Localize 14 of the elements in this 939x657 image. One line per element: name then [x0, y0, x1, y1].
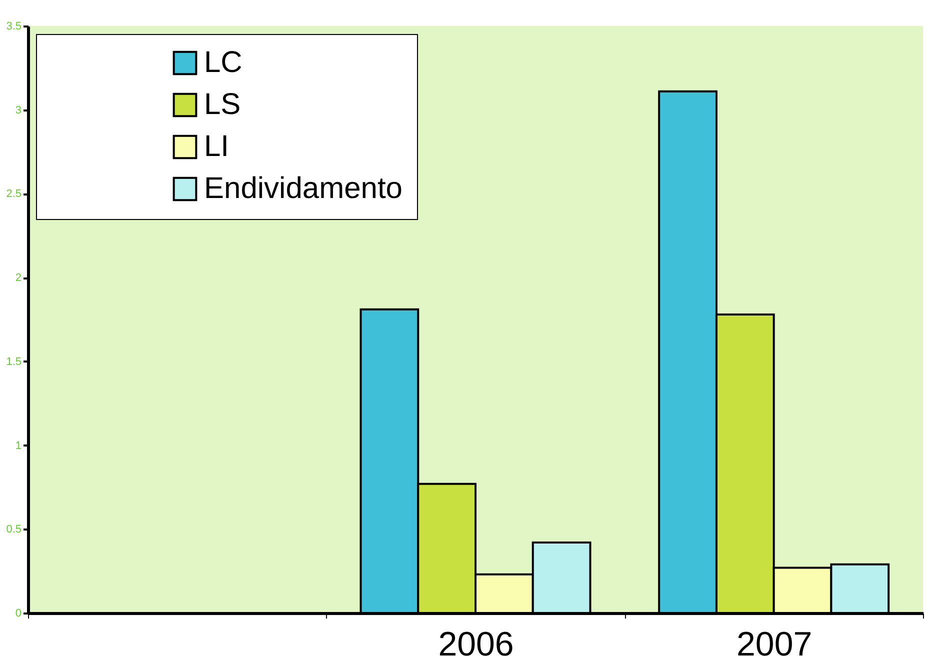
y-tick-label: 0	[15, 608, 22, 620]
x-tick-label: 2006	[438, 626, 514, 657]
legend-label: LC	[204, 46, 242, 79]
y-tick-label: 1	[15, 440, 22, 452]
x-tick-label: 2007	[736, 626, 812, 657]
y-tick-label: 3	[15, 104, 22, 116]
legend-label: LI	[204, 130, 230, 163]
y-tick-label: 2	[15, 272, 22, 284]
legend-label: Endividamento	[204, 172, 402, 205]
y-tick-label: 3.5	[6, 20, 22, 32]
y-tick-label: 0.5	[6, 524, 22, 536]
y-tick-label: 1.5	[6, 356, 22, 368]
legend-label: LS	[204, 88, 241, 121]
y-tick-label: 2.5	[6, 188, 22, 200]
